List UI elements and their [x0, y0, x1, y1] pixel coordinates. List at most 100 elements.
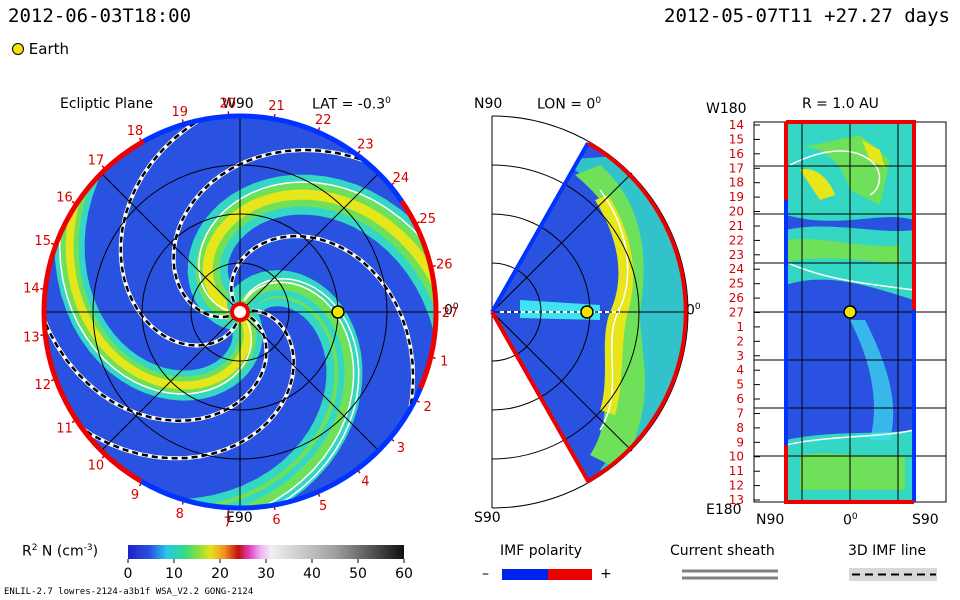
carrington-tick-26: 26: [436, 258, 453, 273]
carrington-tick-13: 13: [23, 330, 40, 345]
imf-minus-label: –: [482, 566, 489, 582]
density-contour: [60, 281, 355, 508]
carrington-tick-11: 11: [56, 421, 73, 436]
radial-y-tick-15: 15: [729, 132, 744, 146]
radial-x-label-0: 00: [843, 512, 858, 529]
meridional-right-label: 00: [686, 302, 701, 319]
radial-y-tick-18: 18: [729, 176, 744, 190]
radial-y-tick-19: 19: [729, 190, 744, 204]
radial-y-tick-16: 16: [729, 147, 744, 161]
carrington-tick-14: 14: [23, 282, 40, 297]
radial-y-tick-labels: 1415161718192021222324252627123456789101…: [729, 118, 760, 507]
carrington-tick-3: 3: [397, 441, 405, 456]
colorbar-tick-60: 60: [395, 566, 413, 582]
radial-y-tick-25: 25: [729, 277, 744, 291]
radial-top-label: W180: [706, 101, 747, 117]
carrington-tick-9: 9: [131, 488, 139, 503]
carrington-tick-27: 27: [442, 306, 459, 321]
earth-marker-icon: [12, 43, 24, 55]
density-colorbar: 0 10 20 30 40 50 60: [124, 545, 413, 582]
current-sheath-legend: [682, 569, 778, 580]
radial-y-tick-23: 23: [729, 248, 744, 262]
ecliptic-bottom-label: E90: [226, 510, 253, 526]
density-spiral-arm: [50, 279, 355, 508]
ecliptic-rim-segment: [139, 479, 331, 511]
ecliptic-lat-label: LAT = -0.30: [312, 96, 391, 113]
carrington-tick-20: 20: [220, 96, 237, 111]
carrington-tick-2: 2: [424, 400, 432, 415]
carrington-tick-23: 23: [357, 138, 374, 153]
radial-y-tick-7: 7: [736, 407, 744, 421]
sun-inner-boundary: [230, 302, 250, 322]
radial-y-tick-5: 5: [736, 378, 744, 392]
imf-polarity-title: IMF polarity: [500, 543, 583, 559]
meridional-rim-south: [490, 141, 688, 484]
meridional-density: [520, 150, 686, 480]
imf-plus-label: +: [600, 566, 612, 582]
polarity-positive-swatch: [548, 569, 592, 580]
meridional-lon-label: LON = 00: [537, 96, 602, 113]
carrington-tick-10: 10: [88, 459, 105, 474]
radial-density: [786, 122, 914, 502]
colorbar-title: R2 N (cm-3): [22, 543, 99, 560]
radial-y-tick-4: 4: [736, 363, 744, 377]
radial-x-label-s90: S90: [912, 512, 939, 528]
radial-y-tick-1: 1: [736, 320, 744, 334]
radial-x-label-n90: N90: [756, 512, 785, 528]
carrington-tick-15: 15: [34, 234, 51, 249]
carrington-tick-6: 6: [272, 513, 280, 528]
current-sheath-title: Current sheath: [670, 543, 775, 559]
imf-line-title: 3D IMF line: [848, 543, 927, 559]
colorbar-tick-10: 10: [165, 566, 183, 582]
colorbar-tick-0: 0: [124, 566, 133, 582]
earth-marker-ecliptic: [331, 305, 345, 319]
colorbar-gradient: [128, 545, 404, 559]
radial-map-plot: 1415161718192021222324252627123456789101…: [729, 118, 947, 507]
meridional-plane-plot: [490, 115, 689, 509]
radial-y-tick-12: 12: [729, 479, 744, 493]
radial-y-tick-17: 17: [729, 161, 744, 175]
ecliptic-rim-segment: [139, 113, 404, 203]
meridional-rim-north: [490, 142, 590, 313]
density-contour: [77, 278, 360, 508]
radial-y-tick-6: 6: [736, 392, 744, 406]
ecliptic-right-label: 00: [444, 302, 459, 319]
imf-polarity-legend: [502, 569, 592, 580]
datetime-right: 2012-05-07T11 +27.27 days: [664, 5, 950, 27]
carrington-tick-18: 18: [127, 124, 144, 139]
colorbar-tick-40: 40: [303, 566, 321, 582]
carrington-tick-25: 25: [419, 212, 436, 227]
radial-rim-positive: [784, 120, 916, 310]
radial-y-tick-24: 24: [729, 262, 744, 276]
colorbar-tick-50: 50: [349, 566, 367, 582]
ecliptic-rim-segment: [327, 387, 423, 489]
carrington-tick-7: 7: [224, 516, 232, 531]
earth-marker-meridional: [580, 305, 594, 319]
carrington-tick-5: 5: [319, 499, 327, 514]
ecliptic-rim-segment: [399, 199, 439, 390]
colorbar-ticks: 0 10 20 30 40 50 60: [124, 559, 413, 582]
radial-bottom-label: E180: [706, 502, 742, 518]
carrington-tick-22: 22: [315, 113, 332, 128]
carrington-tick-19: 19: [172, 105, 189, 120]
radial-y-tick-13: 13: [729, 493, 744, 507]
radial-y-tick-27: 27: [729, 306, 744, 320]
density-spiral-arm: [202, 189, 436, 477]
earth-legend: Earth: [12, 40, 69, 58]
radial-y-tick-10: 10: [729, 450, 744, 464]
datetime-left: 2012-06-03T18:00: [8, 5, 192, 27]
imf-line-dashed: [119, 116, 402, 347]
earth-marker-radial: [843, 305, 857, 319]
radial-title: R = 1.0 AU: [802, 96, 879, 112]
ecliptic-title: Ecliptic Plane: [60, 96, 154, 112]
carrington-tick-1: 1: [440, 354, 448, 369]
radial-y-tick-14: 14: [729, 118, 744, 132]
radial-y-tick-8: 8: [736, 421, 744, 435]
radial-y-tick-11: 11: [729, 464, 744, 478]
radial-y-tick-22: 22: [729, 233, 744, 247]
ecliptic-top-label: W90: [222, 96, 254, 112]
meridional-bottom-label: S90: [474, 510, 501, 526]
carrington-tick-16: 16: [56, 191, 73, 206]
